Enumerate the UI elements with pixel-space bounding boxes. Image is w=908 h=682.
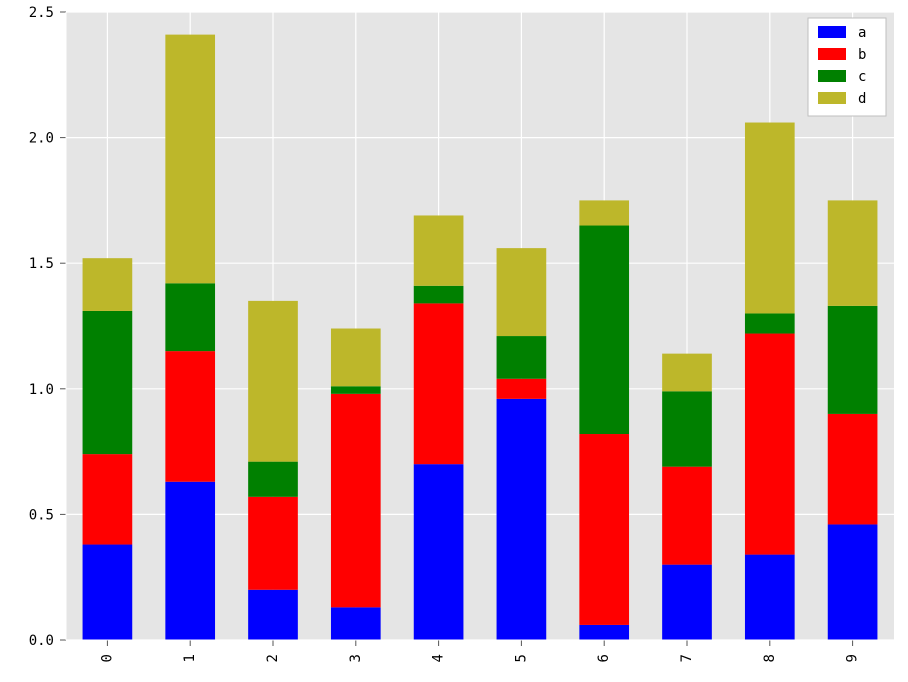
bar-segment-b	[165, 351, 215, 482]
bar-segment-c	[248, 462, 298, 497]
bar-segment-a	[579, 625, 629, 640]
y-tick-label: 2.5	[29, 5, 54, 21]
bar-segment-d	[579, 200, 629, 225]
x-tick-label: 1	[182, 654, 198, 662]
bar-segment-d	[497, 248, 547, 336]
bar-segment-a	[414, 464, 464, 640]
y-tick-label: 0.5	[29, 507, 54, 523]
bar-segment-c	[331, 386, 381, 394]
bar-segment-a	[331, 607, 381, 640]
legend-swatch	[818, 48, 846, 60]
bar-segment-a	[165, 482, 215, 640]
bar-segment-c	[745, 313, 795, 333]
y-tick-label: 0.0	[29, 633, 54, 649]
bar-segment-b	[745, 334, 795, 555]
bar-segment-b	[828, 414, 878, 525]
bar-segment-d	[165, 35, 215, 284]
bar-segment-a	[828, 524, 878, 640]
bar-segment-c	[497, 336, 547, 379]
bar-segment-d	[745, 123, 795, 314]
bar-segment-d	[828, 200, 878, 306]
legend-swatch	[818, 26, 846, 38]
bar-segment-a	[662, 565, 712, 640]
bar-segment-b	[248, 497, 298, 590]
y-tick-label: 2.0	[29, 131, 54, 147]
bar-segment-c	[828, 306, 878, 414]
x-tick-label: 9	[845, 654, 861, 662]
y-tick-label: 1.5	[29, 256, 54, 272]
bar-segment-d	[414, 215, 464, 285]
stacked-bar-chart: 0.0 0.5 1.0 1.5 2.0 2.5 0 1 2 3 4 5 6 7 8 9 abcd	[0, 0, 908, 682]
bar-segment-c	[165, 283, 215, 351]
x-tick-label: 4	[431, 654, 447, 662]
bar-segment-b	[497, 379, 547, 399]
x-tick-label: 7	[679, 654, 695, 662]
bar-segment-c	[83, 311, 133, 454]
legend-swatch	[818, 70, 846, 82]
bar-segment-c	[662, 391, 712, 466]
bar-segment-c	[414, 286, 464, 304]
bar-segment-b	[331, 394, 381, 608]
x-tick-label: 3	[348, 654, 364, 662]
legend-label: d	[858, 91, 866, 107]
bar-segment-b	[662, 467, 712, 565]
x-tick-label: 6	[596, 654, 612, 662]
bar-segment-d	[83, 258, 133, 311]
bar-segment-d	[662, 354, 712, 392]
chart-container: 0.0 0.5 1.0 1.5 2.0 2.5 0 1 2 3 4 5 6 7 8 9 abcd	[0, 0, 908, 682]
bar-segment-b	[414, 303, 464, 464]
bar-segment-d	[248, 301, 298, 462]
bar-segment-a	[83, 545, 133, 640]
legend-label: a	[858, 25, 866, 41]
legend-swatch	[818, 92, 846, 104]
bar-segment-a	[497, 399, 547, 640]
bar-segment-a	[248, 590, 298, 640]
x-tick-label: 5	[513, 654, 529, 662]
legend-label: b	[858, 47, 866, 63]
bar-segment-b	[83, 454, 133, 544]
legend: abcd	[808, 18, 886, 116]
x-tick-label: 0	[99, 654, 115, 662]
y-tick-label: 1.0	[29, 382, 54, 398]
x-tick-label: 2	[265, 654, 281, 662]
x-tick-label: 8	[762, 654, 778, 662]
bar-segment-d	[331, 329, 381, 387]
legend-label: c	[858, 69, 866, 85]
bar-segment-c	[579, 226, 629, 435]
bar-segment-b	[579, 434, 629, 625]
bar-segment-a	[745, 555, 795, 640]
